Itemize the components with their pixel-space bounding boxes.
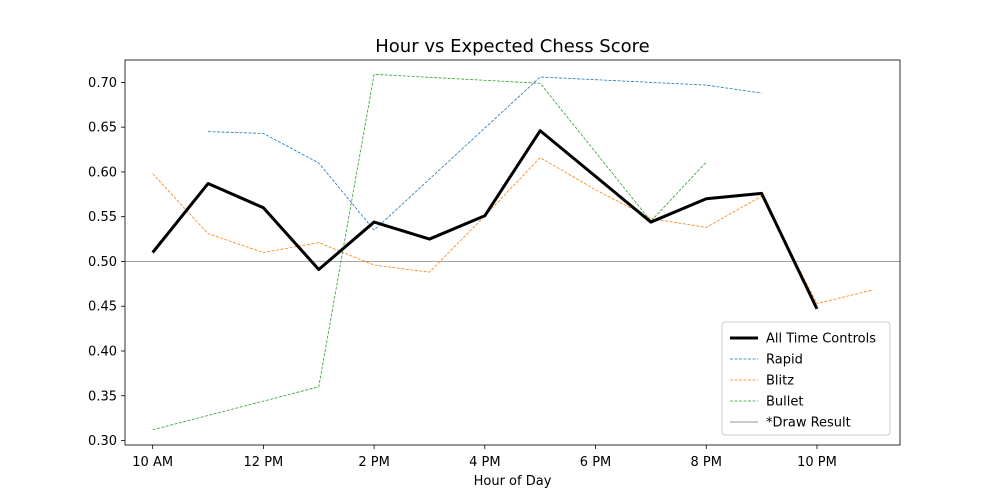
x-axis: 10 AM 12 PM 2 PM 4 PM 6 PM 8 PM 10 PM [132, 445, 837, 470]
legend-box [721, 321, 891, 436]
y-tick-label: 0.55 [88, 210, 117, 225]
x-tick-label: 6 PM [580, 455, 611, 470]
y-tick-label: 0.70 [88, 76, 117, 91]
x-tick-label: 10 AM [132, 455, 173, 470]
x-tick-label: 8 PM [691, 455, 722, 470]
y-tick-label: 0.35 [88, 389, 117, 404]
y-tick-label: 0.65 [88, 121, 117, 136]
x-tick-label: 2 PM [358, 455, 389, 470]
legend-label: Rapid [766, 353, 803, 368]
y-tick-label: 0.45 [88, 300, 117, 315]
legend-label: All Time Controls [766, 332, 876, 347]
legend-label: Bullet [766, 395, 803, 410]
legend: All Time Controls Rapid Blitz Bullet *Draw R… [721, 321, 891, 436]
chart-title: Hour vs Expected Chess Score [375, 36, 649, 57]
x-axis-title: Hour of Day [474, 474, 552, 489]
x-tick-label: 10 PM [797, 455, 837, 470]
series-line-rapid [208, 76, 762, 231]
y-tick-label: 0.50 [88, 255, 117, 270]
series-line-blitz [152, 157, 873, 304]
series-line-all-time-controls [151, 129, 819, 310]
plot-area [124, 59, 901, 446]
plot-frame [124, 59, 901, 446]
legend-label: *Draw Result [766, 416, 851, 431]
y-tick-label: 0.40 [88, 344, 117, 359]
y-axis: 0.30 0.35 0.40 0.45 0.50 0.55 0.60 0.65 0.70 [88, 76, 125, 449]
series-line-bullet [152, 73, 707, 431]
y-tick-label: 0.30 [88, 434, 117, 449]
y-tick-label: 0.60 [88, 165, 117, 180]
legend-label: Blitz [766, 374, 794, 389]
x-tick-label: 4 PM [469, 455, 500, 470]
x-tick-label: 12 PM [244, 455, 284, 470]
